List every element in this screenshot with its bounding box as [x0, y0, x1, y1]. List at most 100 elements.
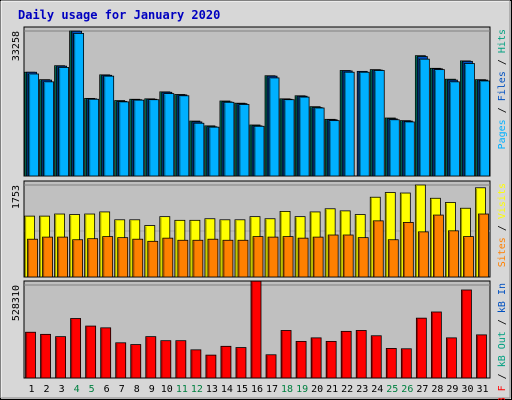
bar-top-pages-26: [403, 121, 415, 177]
x-tick-label-12: 12: [191, 384, 203, 395]
bar-top-pages-20: [313, 107, 325, 177]
x-tick-label-23: 23: [356, 384, 368, 395]
bar-middle-sites-7: [117, 237, 129, 278]
bar-bottom-kb-f-7: [115, 342, 127, 379]
bar-top-pages-18: [283, 99, 295, 177]
bar-top-pages-23: [358, 71, 370, 177]
bar-bottom-kb-f-19: [295, 340, 307, 379]
chart-title: Daily usage for January 2020: [18, 8, 220, 22]
bar-bottom-kb-f-10: [160, 340, 172, 379]
y-max-label-top: 33258: [11, 31, 22, 61]
bar-middle-sites-2: [42, 236, 53, 278]
bar-bottom-kb-f-2: [40, 333, 51, 379]
bar-bottom-kb-f-13: [205, 354, 217, 379]
bar-top-pages-13: [208, 126, 220, 177]
bar-bottom-kb-f-24: [370, 335, 382, 379]
bar-middle-sites-12: [192, 239, 204, 278]
bar-middle-sites-5: [87, 238, 99, 278]
bar-middle-sites-19: [297, 237, 309, 278]
bar-bottom-kb-f-25: [385, 348, 397, 379]
bar-middle-sites-17: [267, 236, 279, 278]
x-tick-label-8: 8: [134, 384, 140, 395]
legend-middle: Sites / Visits: [497, 183, 508, 267]
bar-middle-sites-25: [387, 239, 399, 278]
bar-top-pages-5: [88, 98, 100, 177]
x-tick-label-7: 7: [119, 384, 125, 395]
bar-middle-sites-31: [478, 213, 489, 278]
x-tick-label-1: 1: [29, 384, 35, 395]
x-tick-label-14: 14: [221, 384, 233, 395]
legend-entry-sites: Sites: [497, 237, 508, 267]
legend-entry-kb-in: kB In: [497, 283, 508, 313]
bar-top-pages-24: [373, 70, 385, 177]
legend-entry-kb-f: kB F: [497, 385, 508, 400]
bar-bottom-kb-f-9: [145, 336, 157, 379]
bar-top-pages-2: [43, 81, 54, 177]
bar-bottom-kb-f-5: [85, 325, 97, 379]
bar-bottom-kb-f-30: [461, 289, 472, 379]
x-tick-label-4: 4: [74, 384, 80, 395]
bar-bottom-kb-f-1: [25, 331, 36, 379]
bar-top-pages-29: [449, 81, 460, 177]
bar-middle-sites-8: [132, 238, 144, 278]
bar-bottom-kb-f-31: [476, 334, 487, 379]
legend-entry-hits: Hits: [497, 29, 508, 53]
bar-top-pages-1: [28, 73, 39, 177]
x-tick-label-15: 15: [236, 384, 248, 395]
x-tick-label-10: 10: [161, 384, 173, 395]
y-max-label-middle: 1753: [11, 185, 22, 209]
bar-top-pages-14: [223, 101, 235, 177]
bar-middle-sites-23: [357, 237, 369, 278]
x-tick-label-6: 6: [104, 384, 110, 395]
y-max-label-bottom: 528310: [11, 285, 22, 321]
legend-separator: /: [497, 53, 508, 71]
bar-middle-sites-20: [312, 236, 324, 278]
bar-middle-sites-28: [432, 214, 444, 278]
bar-middle-sites-15: [237, 239, 249, 278]
bar-bottom-kb-f-26: [400, 348, 412, 379]
bar-bottom-kb-f-6: [100, 327, 112, 379]
bar-bottom-kb-f-22: [340, 330, 352, 379]
x-tick-label-2: 2: [44, 384, 50, 395]
bar-bottom-kb-f-17: [265, 354, 277, 379]
bar-top-pages-7: [118, 101, 130, 177]
bar-top-pages-31: [479, 80, 490, 177]
bar-top-pages-10: [163, 93, 175, 177]
bar-top-pages-16: [253, 125, 265, 177]
bar-middle-sites-24: [372, 220, 384, 278]
x-tick-label-13: 13: [206, 384, 218, 395]
bar-middle-sites-11: [177, 239, 189, 278]
bar-bottom-kb-f-16: [250, 280, 262, 379]
bar-middle-sites-29: [448, 230, 459, 278]
x-tick-label-20: 20: [311, 384, 323, 395]
bar-top-pages-17: [268, 77, 280, 177]
bar-middle-sites-10: [162, 237, 174, 278]
legend-separator: /: [497, 101, 508, 119]
legend-top: Pages / Files / Hits: [497, 29, 508, 149]
bar-top-pages-27: [418, 58, 430, 177]
x-tick-label-18: 18: [281, 384, 293, 395]
bar-top-pages-9: [148, 99, 160, 177]
bar-top-pages-22: [343, 71, 355, 177]
x-tick-label-30: 30: [461, 384, 473, 395]
bar-bottom-kb-f-21: [325, 340, 337, 379]
bar-middle-sites-30: [463, 236, 474, 278]
legend-separator: /: [497, 219, 508, 237]
bar-middle-sites-21: [327, 234, 339, 278]
bar-top-pages-28: [433, 69, 445, 177]
bar-middle-sites-14: [222, 239, 234, 278]
bar-middle-sites-4: [72, 239, 84, 278]
bar-top-pages-15: [238, 104, 250, 177]
bar-middle-sites-27: [417, 231, 429, 278]
bar-middle-sites-26: [402, 222, 414, 278]
x-tick-label-29: 29: [446, 384, 458, 395]
bar-bottom-kb-f-3: [55, 336, 66, 379]
legend-entry-visits: Visits: [497, 183, 508, 219]
x-tick-label-16: 16: [251, 384, 263, 395]
bar-top-pages-11: [178, 95, 190, 177]
x-tick-label-26: 26: [401, 384, 413, 395]
bar-bottom-kb-f-28: [430, 311, 442, 379]
bar-middle-sites-3: [57, 236, 68, 278]
bar-bottom-kb-f-23: [355, 330, 367, 379]
